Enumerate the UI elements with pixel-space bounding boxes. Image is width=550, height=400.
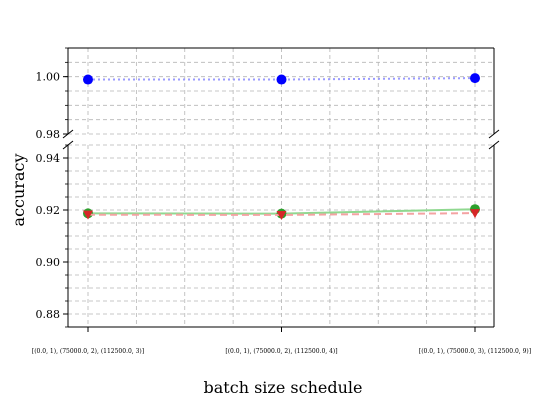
series-0-point (83, 74, 93, 85)
x-tick-label: [(0.0, 1), (75000.0, 2), (112500.0, 4)] (225, 348, 337, 355)
axis-break-mark (62, 129, 74, 139)
axis-break-mark (62, 140, 74, 150)
x-tick-labels: [(0.0, 1), (75000.0, 2), (112500.0, 3)] [… (32, 348, 531, 355)
lower-panel-tick-label: 0.90 (36, 256, 61, 269)
series-0-point (470, 73, 480, 84)
axis-break-marks (62, 129, 500, 150)
lower-panel-tick-label: 0.94 (36, 152, 61, 165)
upper-panel-tick-label: 0.98 (36, 128, 61, 141)
lower-panel-tick-label: 0.92 (36, 204, 61, 217)
series-0-point (276, 74, 287, 85)
lower-panel-tick-label: 0.88 (36, 308, 61, 321)
x-axis-title: batch size schedule (204, 378, 363, 397)
series-2-point (470, 209, 480, 219)
upper-panel-tick-label: 1.00 (36, 71, 61, 84)
x-tick-label: [(0.0, 1), (75000.0, 2), (112500.0, 3)] (32, 348, 144, 355)
y-axis-title: accuracy (9, 154, 28, 227)
axis-break-mark (488, 129, 500, 139)
series-2-point (83, 210, 93, 220)
axis-break-mark (488, 140, 500, 150)
x-tick-label: [(0.0, 1), (75000.0, 3), (112500.0, 9)] (419, 348, 531, 355)
upper-panel: 0.98 1.00 (36, 47, 495, 141)
series-2-point (276, 210, 287, 220)
lower-panel: 0.88 0.90 0.92 0.94 (36, 144, 495, 332)
